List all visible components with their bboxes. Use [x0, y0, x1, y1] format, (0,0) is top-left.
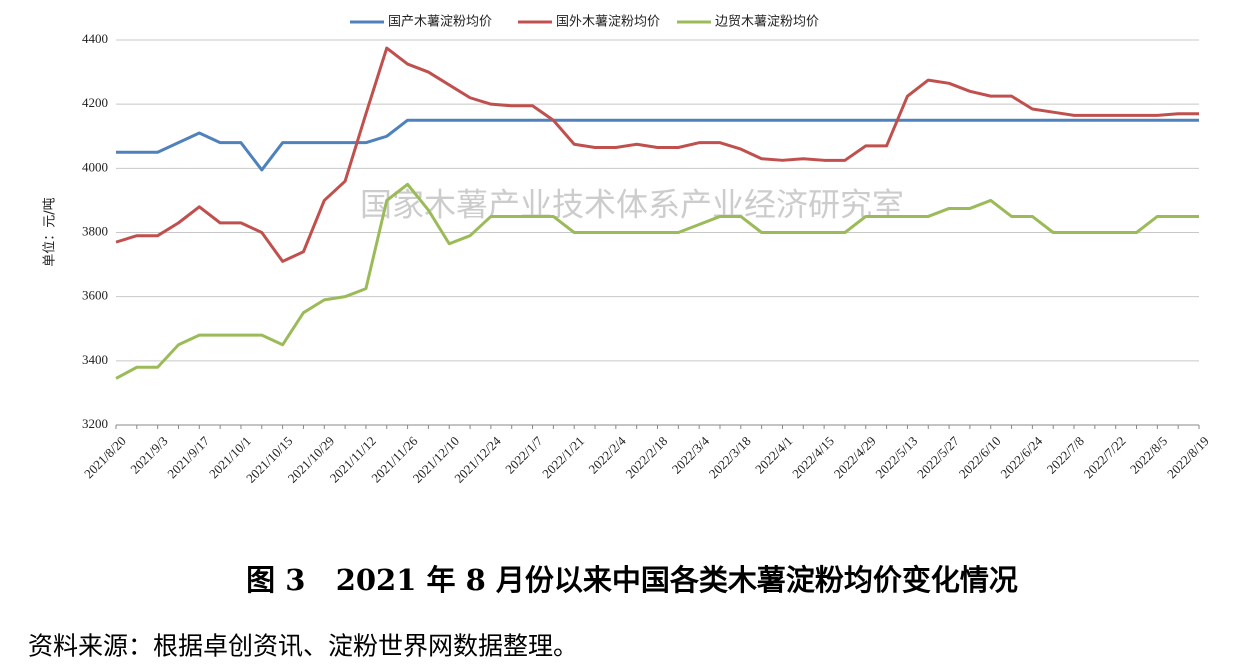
legend-label: 边贸木薯淀粉均价	[715, 15, 819, 30]
y-axis-label: 单位：元/吨	[43, 197, 58, 266]
x-tick-label: 2022/2/18	[623, 433, 671, 481]
source: 资料来源：根据卓创资讯、淀粉世界网数据整理。	[28, 632, 578, 661]
y-tick-label: 3400	[82, 352, 108, 367]
legend-label: 国外木薯淀粉均价	[556, 15, 660, 30]
x-tick-label: 2022/6/10	[956, 433, 1004, 481]
watermark: 国家木薯产业技术体系产业经济研究室	[360, 186, 904, 224]
y-tick-label: 4400	[82, 31, 108, 46]
x-tick-label: 2022/8/19	[1164, 433, 1212, 481]
x-tick-label: 2021/8/20	[81, 433, 129, 481]
x-tick-label: 2021/12/24	[451, 433, 504, 486]
y-tick-label: 3800	[82, 223, 108, 238]
caption: 图 3 2021 年 8 月份以来中国各类木薯淀粉均价变化情况	[246, 563, 1018, 597]
x-tick-label: 2022/4/15	[789, 433, 837, 481]
x-tick-label: 2022/5/27	[914, 433, 962, 481]
x-tick-label: 2022/3/18	[706, 433, 754, 481]
series-line	[115, 182, 1199, 380]
x-tick-label: 2022/6/24	[997, 433, 1045, 481]
series-line	[116, 118, 1199, 172]
y-tick-label: 4000	[82, 159, 108, 174]
x-tick-label: 2021/9/17	[164, 433, 212, 481]
x-tick-label: 2022/5/13	[872, 433, 920, 481]
series-line	[115, 46, 1199, 263]
y-tick-label: 3200	[82, 416, 108, 431]
legend-label: 国产木薯淀粉均价	[388, 15, 492, 30]
x-tick-label: 2022/4/29	[831, 433, 879, 481]
y-tick-label: 3600	[82, 288, 108, 303]
x-tick-label: 2022/1/21	[539, 433, 587, 481]
x-tick-label: 2022/7/22	[1081, 433, 1129, 481]
y-tick-label: 4200	[82, 95, 108, 110]
